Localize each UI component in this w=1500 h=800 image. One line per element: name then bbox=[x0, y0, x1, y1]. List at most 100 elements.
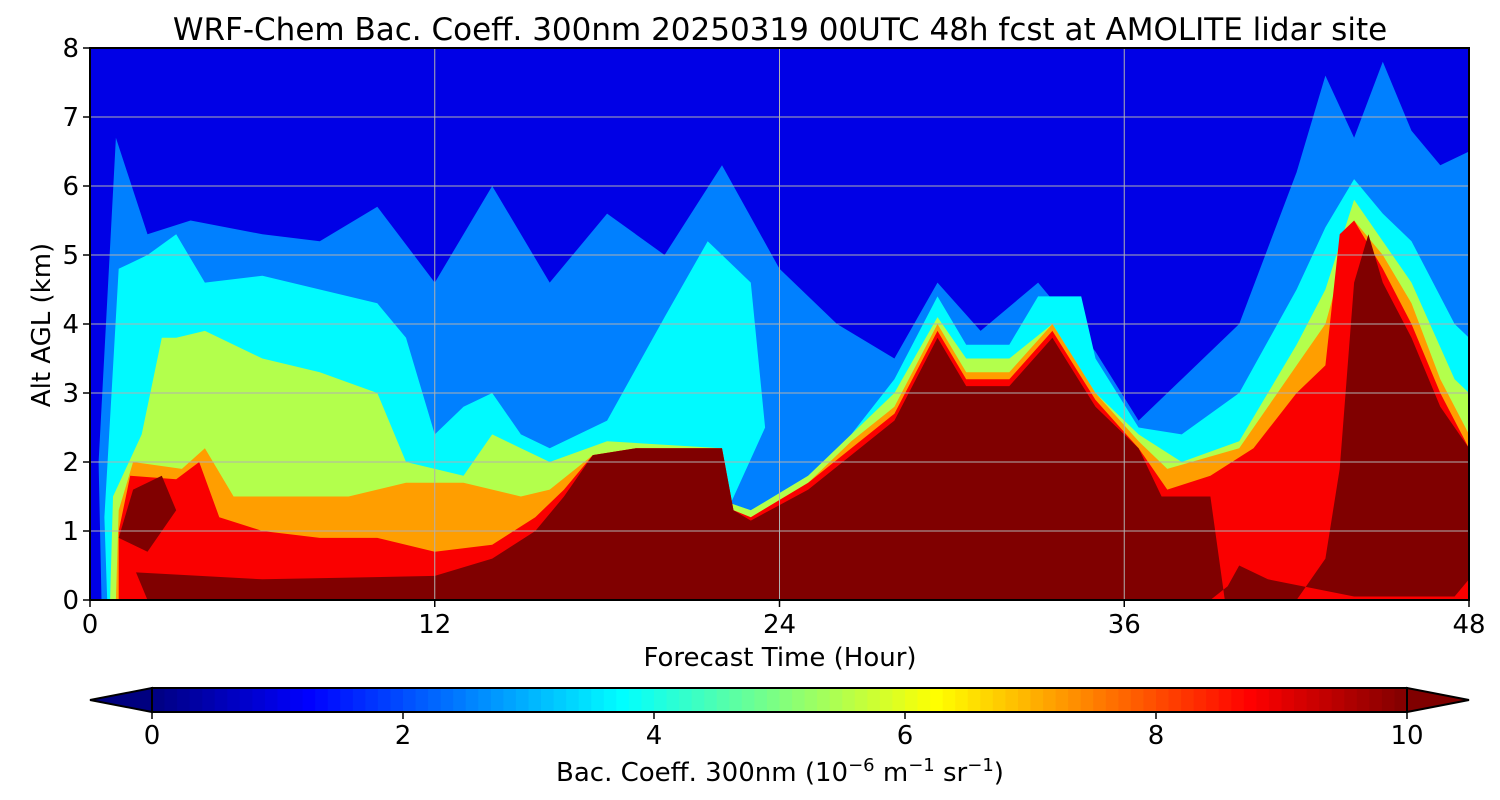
colorbar-step bbox=[528, 688, 542, 712]
colorbar-step bbox=[1281, 688, 1295, 712]
colorbar-step bbox=[428, 688, 442, 712]
colorbar-step bbox=[440, 688, 454, 712]
chart-title: WRF-Chem Bac. Coeff. 300nm 20250319 00UT… bbox=[173, 12, 1387, 48]
colorbar-step bbox=[804, 688, 818, 712]
colorbar-step bbox=[628, 688, 643, 712]
colorbar-step bbox=[1381, 688, 1396, 712]
y-tick-label: 6 bbox=[62, 172, 79, 202]
colorbar-tick-label: 10 bbox=[1390, 721, 1423, 751]
grid-lines bbox=[90, 48, 1469, 600]
colorbar-step bbox=[515, 688, 530, 712]
x-tick-label: 36 bbox=[1108, 610, 1141, 640]
colorbar-step bbox=[214, 688, 228, 712]
colorbar-step bbox=[277, 688, 291, 712]
colorbar-step bbox=[691, 688, 705, 712]
colorbar-step bbox=[603, 688, 617, 712]
colorbar-step bbox=[992, 688, 1006, 712]
colorbar-step bbox=[453, 688, 467, 712]
colorbar-step bbox=[1243, 688, 1257, 712]
colorbar-step bbox=[1118, 688, 1132, 712]
colorbar-step bbox=[252, 688, 266, 712]
colorbar-step bbox=[1168, 688, 1182, 712]
colorbar-step bbox=[616, 688, 630, 712]
colorbar-step bbox=[465, 688, 479, 712]
y-tick-label: 3 bbox=[62, 379, 79, 409]
colorbar-step bbox=[1030, 688, 1044, 712]
colorbar-step bbox=[566, 688, 580, 712]
colorbar-step bbox=[1143, 688, 1157, 712]
y-tick-label: 4 bbox=[62, 310, 79, 340]
colorbar-step bbox=[1344, 688, 1358, 712]
colorbar-step bbox=[967, 688, 981, 712]
colorbar-step bbox=[817, 688, 831, 712]
colorbar-step bbox=[202, 688, 216, 712]
colorbar-step bbox=[1319, 688, 1333, 712]
y-tick-label: 1 bbox=[62, 517, 79, 547]
colorbar-step bbox=[340, 688, 354, 712]
x-axis-label: Forecast Time (Hour) bbox=[643, 643, 916, 673]
colorbar-step bbox=[1130, 688, 1145, 712]
y-axis: 0 1 2 3 4 5 6 7 8 bbox=[62, 34, 90, 616]
colorbar-step bbox=[917, 688, 931, 712]
colorbar-step bbox=[1105, 688, 1119, 712]
colorbar-extend-max bbox=[1406, 686, 1470, 714]
y-tick-label: 5 bbox=[62, 241, 79, 271]
colorbar-tick-label: 4 bbox=[646, 721, 663, 751]
colorbar-label: Bac. Coeff. 300nm (10−6 m−1 sr−1) bbox=[556, 755, 1004, 789]
colorbar-step bbox=[164, 688, 178, 712]
colorbar-step bbox=[1005, 688, 1019, 712]
colorbar-step bbox=[1043, 688, 1057, 712]
plot-area bbox=[89, 47, 1470, 601]
colorbar-step bbox=[1055, 688, 1069, 712]
colorbar-step bbox=[1017, 688, 1032, 712]
colorbar-step bbox=[239, 688, 253, 712]
colorbar-gradient bbox=[152, 688, 1408, 712]
colorbar-extend-min bbox=[89, 686, 153, 714]
colorbar-step bbox=[792, 688, 806, 712]
colorbar-step bbox=[1369, 688, 1383, 712]
colorbar-step bbox=[1181, 688, 1195, 712]
colorbar-step bbox=[1093, 688, 1107, 712]
colorbar-step bbox=[1080, 688, 1094, 712]
colorbar-step bbox=[1193, 688, 1207, 712]
y-tick-label: 0 bbox=[62, 586, 79, 616]
contour-region-6 bbox=[118, 475, 177, 552]
y-tick-label: 7 bbox=[62, 103, 79, 133]
colorbar-step bbox=[264, 688, 279, 712]
colorbar-step bbox=[679, 688, 693, 712]
colorbar-step bbox=[980, 688, 994, 712]
colorbar-step bbox=[704, 688, 718, 712]
colorbar-step bbox=[1218, 688, 1232, 712]
colorbar-step bbox=[754, 688, 768, 712]
colorbar-step bbox=[541, 688, 555, 712]
colorbar-step bbox=[1306, 688, 1320, 712]
colorbar-step bbox=[829, 688, 843, 712]
colorbar-step bbox=[729, 688, 743, 712]
x-tick-label: 48 bbox=[1452, 610, 1485, 640]
colorbar-frame bbox=[151, 687, 1408, 713]
colorbar-step bbox=[390, 688, 404, 712]
colorbar-step bbox=[930, 688, 944, 712]
colorbar-step bbox=[1394, 688, 1408, 712]
colorbar-step bbox=[741, 688, 755, 712]
x-axis: 0 12 24 36 48 bbox=[82, 600, 1486, 640]
contour-fills bbox=[98, 61, 1469, 600]
colorbar-step bbox=[403, 688, 417, 712]
colorbar-step bbox=[1331, 688, 1345, 712]
colorbar-step bbox=[1268, 688, 1283, 712]
colorbar-step bbox=[365, 688, 379, 712]
x-tick-label: 24 bbox=[763, 610, 796, 640]
colorbar-tick-label: 6 bbox=[897, 721, 914, 751]
colorbar-step bbox=[1256, 688, 1270, 712]
colorbar-step bbox=[867, 688, 881, 712]
colorbar-step bbox=[905, 688, 919, 712]
x-tick-label: 0 bbox=[82, 610, 99, 640]
colorbar-step bbox=[290, 688, 304, 712]
colorbar-step bbox=[779, 688, 793, 712]
colorbar-step bbox=[942, 688, 956, 712]
colorbar-step bbox=[352, 688, 366, 712]
colorbar-step bbox=[666, 688, 680, 712]
y-axis-label: Alt AGL (km) bbox=[27, 243, 57, 407]
colorbar-tick-label: 8 bbox=[1148, 721, 1165, 751]
colorbar-step bbox=[415, 688, 429, 712]
